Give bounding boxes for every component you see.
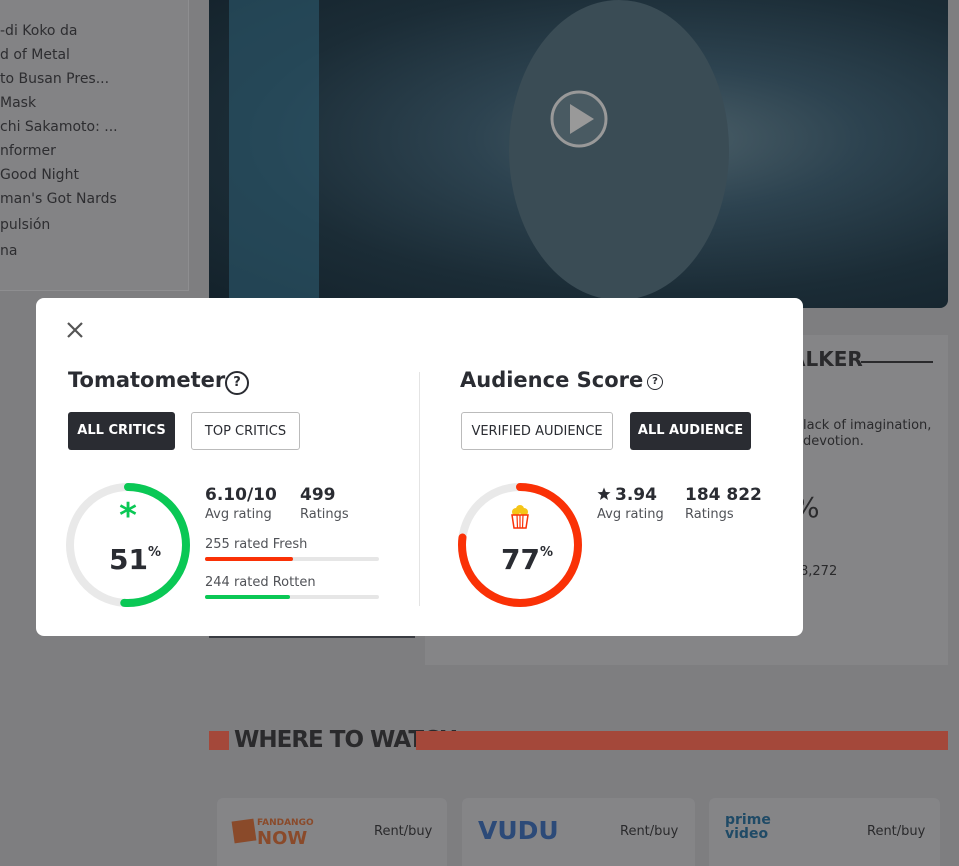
provider-action: Rent/buy (867, 824, 926, 839)
rotten-bar-track (205, 595, 379, 599)
score-text: 51% (109, 543, 161, 576)
rotten-bar (205, 595, 290, 599)
quote-line: devotion. (803, 434, 864, 449)
score-unit: % (147, 545, 161, 560)
fresh-count: 255 rated Fresh (205, 537, 308, 552)
provider-card[interactable]: prime video Rent/buy (709, 798, 940, 866)
audience-title: Audience Score (460, 368, 644, 392)
tab-button[interactable]: ALL AUDIENCE (630, 412, 751, 450)
avg-rating: 6.10/10 (205, 485, 277, 505)
provider-logo: FANDANGO (257, 818, 314, 828)
ratings-label: Ratings (300, 507, 349, 522)
gauge-arc (458, 483, 582, 607)
ratings-count: 499 (300, 485, 336, 505)
sidebar-item[interactable]: Good Night (0, 167, 79, 183)
fandango-icon (231, 818, 257, 844)
provider-logo: video (725, 826, 769, 842)
close-icon (67, 322, 83, 338)
provider-action: Rent/buy (620, 824, 679, 839)
popcorn-icon (511, 505, 529, 529)
ratings-label: Ratings (685, 507, 734, 522)
sidebar-item[interactable]: d of Metal (0, 47, 70, 63)
rotten-count: 244 rated Rotten (205, 575, 316, 590)
audience-gauge (458, 483, 582, 607)
sidebar-item[interactable]: Mask (0, 95, 37, 111)
count-fragment: 8,272 (800, 564, 838, 579)
score-value: 51 (109, 543, 148, 576)
provider-card[interactable]: VUDU Rent/buy (462, 798, 695, 866)
face (509, 0, 729, 300)
gauge-arc (66, 483, 190, 607)
fresh-bar-track (205, 557, 379, 561)
tomatometer-gauge: * (66, 483, 190, 607)
provider-card[interactable]: FANDANGO NOW Rent/buy (217, 798, 447, 866)
section-rule (416, 731, 948, 750)
sidebar: -di Koko da d of Metal to Busan Pres... Mas… (0, 0, 189, 291)
score-modal: Tomatometer ? ALL CRITICS TOP CRITICS * … (36, 298, 803, 636)
provider-logo: prime (725, 812, 771, 828)
avg-rating-label: Avg rating (597, 507, 664, 522)
tomatometer-title: Tomatometer (68, 368, 226, 392)
sidebar-item[interactable]: chi Sakamoto: ... (0, 119, 118, 135)
close-button[interactable] (66, 321, 86, 341)
star-icon (597, 487, 611, 500)
play-icon (570, 104, 594, 134)
score-text: 77% (501, 543, 553, 576)
tab-button[interactable]: VERIFIED AUDIENCE (461, 412, 613, 450)
sidebar-item[interactable]: pulsión (0, 217, 51, 233)
fresh-bar (205, 557, 293, 561)
divider (419, 372, 420, 606)
help-icon[interactable]: ? (647, 374, 663, 390)
sidebar-item[interactable]: to Busan Pres... (0, 71, 110, 87)
score-unit: % (539, 545, 553, 560)
tab-button[interactable]: TOP CRITICS (191, 412, 300, 450)
provider-logo: VUDU (478, 816, 559, 845)
heading-rule (861, 361, 933, 363)
help-icon[interactable]: ? (225, 371, 249, 395)
sidebar-item[interactable]: nformer (0, 143, 56, 159)
video (209, 0, 948, 308)
section-marker (209, 731, 229, 750)
ratings-count: 184 822 (685, 485, 762, 505)
provider-logo: NOW (257, 828, 308, 849)
sidebar-item[interactable]: na (0, 243, 18, 259)
provider-action: Rent/buy (374, 824, 433, 839)
sidebar-item[interactable]: -di Koko da (0, 23, 78, 39)
sidebar-item[interactable]: man's Got Nards (0, 191, 117, 207)
light-beam (229, 0, 319, 308)
score-value: 77 (501, 543, 540, 576)
quote-line: lack of imagination, (803, 418, 932, 433)
avg-rating: 3.94 (615, 485, 657, 505)
fresh-icon: * (119, 496, 137, 536)
tab-button[interactable]: ALL CRITICS (68, 412, 175, 450)
video-frame (229, 0, 729, 308)
avg-rating-label: Avg rating (205, 507, 272, 522)
